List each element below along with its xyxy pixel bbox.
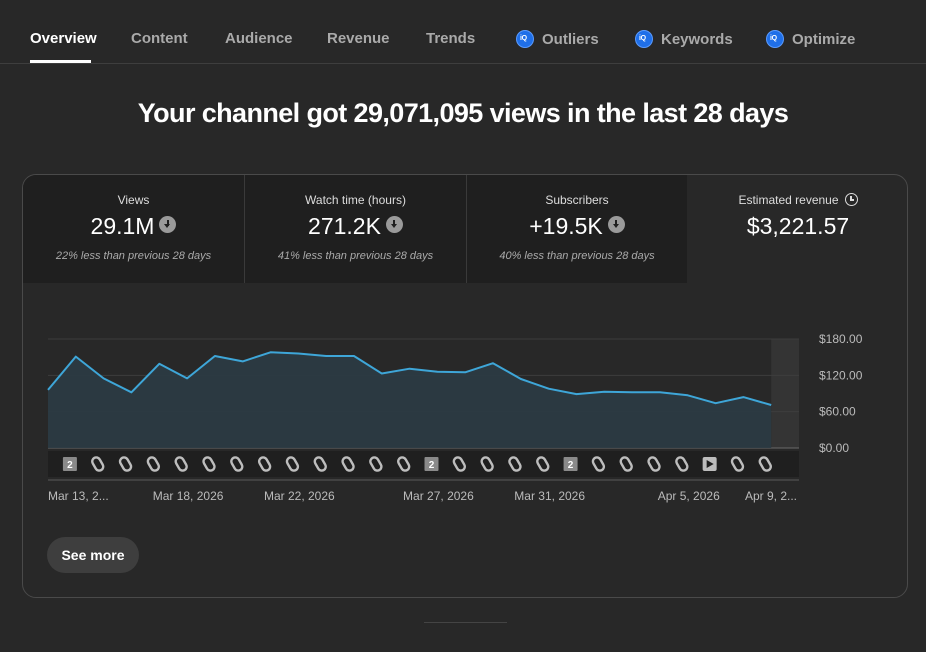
- shorts-icon: [146, 456, 161, 472]
- metric-comparison: 41% less than previous 28 days: [277, 250, 434, 262]
- metric-comparison: 22% less than previous 28 days: [55, 250, 212, 262]
- x-tick-label: Apr 5, 2026: [658, 489, 720, 503]
- see-more-button[interactable]: See more: [47, 537, 139, 573]
- multi-video-badge: [424, 457, 439, 471]
- metric-value-text: 271.2K: [308, 213, 381, 239]
- multi-video-count: 2: [568, 460, 574, 471]
- x-tick-label: Apr 9, 2...: [745, 489, 797, 503]
- shorts-icon: [730, 456, 745, 472]
- shorts-icon: [536, 456, 550, 472]
- metric-value-text: 29.1M: [90, 213, 155, 239]
- x-tick-label: Mar 13, 2...: [48, 489, 109, 503]
- shorts-icon: [118, 456, 133, 472]
- metric-watch-time[interactable]: Watch time (hours) 271.2K 41% less than …: [245, 175, 466, 283]
- shorts-icon: [174, 456, 188, 472]
- metric-value: $3,221.57: [746, 213, 850, 239]
- metric-estimated-revenue[interactable]: Estimated revenue $3,221.57: [687, 175, 907, 283]
- metric-value: 271.2K: [245, 213, 466, 240]
- shorts-icon: [313, 456, 327, 472]
- chart-area: [48, 352, 772, 448]
- chart-line: [47, 351, 772, 406]
- multi-video-badge: [62, 457, 77, 471]
- shorts-icon: [257, 456, 272, 472]
- shorts-icon: [508, 456, 522, 472]
- metric-divider: [466, 175, 467, 283]
- revenue-chart: $180.00 $120.00 $60.00 $0.00 2 2 2 Mar 13, 2...…: [47, 332, 863, 503]
- y-tick-label: $60.00: [819, 405, 856, 419]
- play-icon: [706, 460, 714, 468]
- metric-value: 29.1M: [23, 213, 244, 240]
- tab-overview[interactable]: Overview: [30, 30, 97, 47]
- tab-content[interactable]: Content: [131, 30, 188, 47]
- shorts-icon: [619, 456, 633, 472]
- shorts-icon: [285, 456, 300, 472]
- x-tick-label: Mar 18, 2026: [153, 489, 224, 503]
- shorts-icon: [396, 456, 411, 472]
- divider: [424, 622, 507, 623]
- iq-badge-icon: [635, 30, 653, 48]
- tab-keywords[interactable]: Keywords: [635, 30, 733, 48]
- metric-title: Views: [117, 193, 150, 207]
- shorts-icon: [341, 456, 355, 472]
- iq-badge-icon: [766, 30, 784, 48]
- tab-audience[interactable]: Audience: [225, 30, 293, 47]
- metric-views[interactable]: Views 29.1M 22% less than previous 28 da…: [23, 175, 244, 283]
- y-tick-label: $120.00: [819, 368, 863, 382]
- metric-value-text: +19.5K: [529, 213, 603, 239]
- metric-comparison: 40% less than previous 28 days: [499, 250, 655, 262]
- metric-title: Estimated revenue: [687, 193, 907, 207]
- y-tick-label: $180.00: [819, 332, 863, 346]
- tab-bar: Overview Content Audience Revenue Trends…: [0, 0, 926, 64]
- multi-video-count: 2: [67, 460, 73, 471]
- incomplete-day-band: [771, 339, 799, 448]
- x-tick-label: Mar 31, 2026: [514, 489, 585, 503]
- multi-video-count: 2: [429, 460, 435, 471]
- arrow-down-icon: [385, 216, 403, 233]
- metric-title: Subscribers: [545, 193, 609, 207]
- shorts-icon: [202, 456, 216, 472]
- overview-card: Views 29.1M 22% less than previous 28 da…: [22, 174, 908, 598]
- tab-keywords-label: Keywords: [661, 31, 733, 48]
- page-headline: Your channel got 29,071,095 views in the…: [137, 98, 789, 128]
- arrow-down-icon: [159, 216, 177, 233]
- metric-value: +19.5K: [467, 213, 687, 240]
- shorts-icon: [452, 456, 467, 472]
- shorts-icon: [369, 456, 383, 472]
- tab-trends[interactable]: Trends: [426, 30, 476, 47]
- shorts-icon: [230, 456, 244, 472]
- metric-title: Watch time (hours): [305, 193, 406, 207]
- iq-badge-icon: [516, 30, 534, 48]
- multi-video-badge: [563, 457, 578, 471]
- shorts-icon: [591, 456, 606, 472]
- metric-divider: [244, 175, 245, 283]
- shorts-icon: [758, 456, 772, 472]
- x-tick-label: Mar 22, 2026: [264, 489, 335, 503]
- arrow-down-icon: [607, 216, 625, 233]
- tab-outliers-label: Outliers: [542, 31, 599, 48]
- tab-revenue[interactable]: Revenue: [327, 30, 390, 47]
- tab-optimize[interactable]: Optimize: [766, 30, 855, 48]
- x-tick-label: Mar 27, 2026: [403, 489, 474, 503]
- metric-title-text: Estimated revenue: [738, 193, 839, 207]
- active-tab-indicator: [30, 60, 91, 63]
- y-tick-label: $0.00: [819, 441, 849, 455]
- metric-subscribers[interactable]: Subscribers +19.5K 40% less than previou…: [467, 175, 687, 283]
- shorts-icon: [675, 456, 689, 472]
- shorts-icon: [647, 456, 661, 472]
- clock-icon: [844, 193, 858, 206]
- shorts-icon: [480, 456, 494, 472]
- shorts-icon: [91, 456, 105, 472]
- marker-row: [48, 451, 799, 477]
- tab-optimize-label: Optimize: [792, 31, 856, 48]
- tab-outliers[interactable]: Outliers: [516, 30, 599, 48]
